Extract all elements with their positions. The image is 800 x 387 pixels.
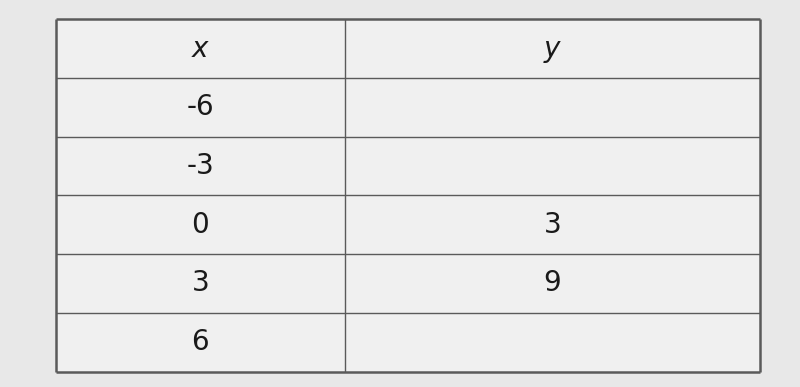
Text: y: y [544, 35, 561, 63]
Text: -6: -6 [186, 93, 214, 122]
Text: 3: 3 [543, 211, 561, 239]
Text: 3: 3 [191, 269, 209, 298]
Text: -3: -3 [186, 152, 214, 180]
Text: 9: 9 [543, 269, 561, 298]
Text: x: x [192, 35, 209, 63]
Text: 0: 0 [191, 211, 209, 239]
Text: 6: 6 [191, 328, 209, 356]
